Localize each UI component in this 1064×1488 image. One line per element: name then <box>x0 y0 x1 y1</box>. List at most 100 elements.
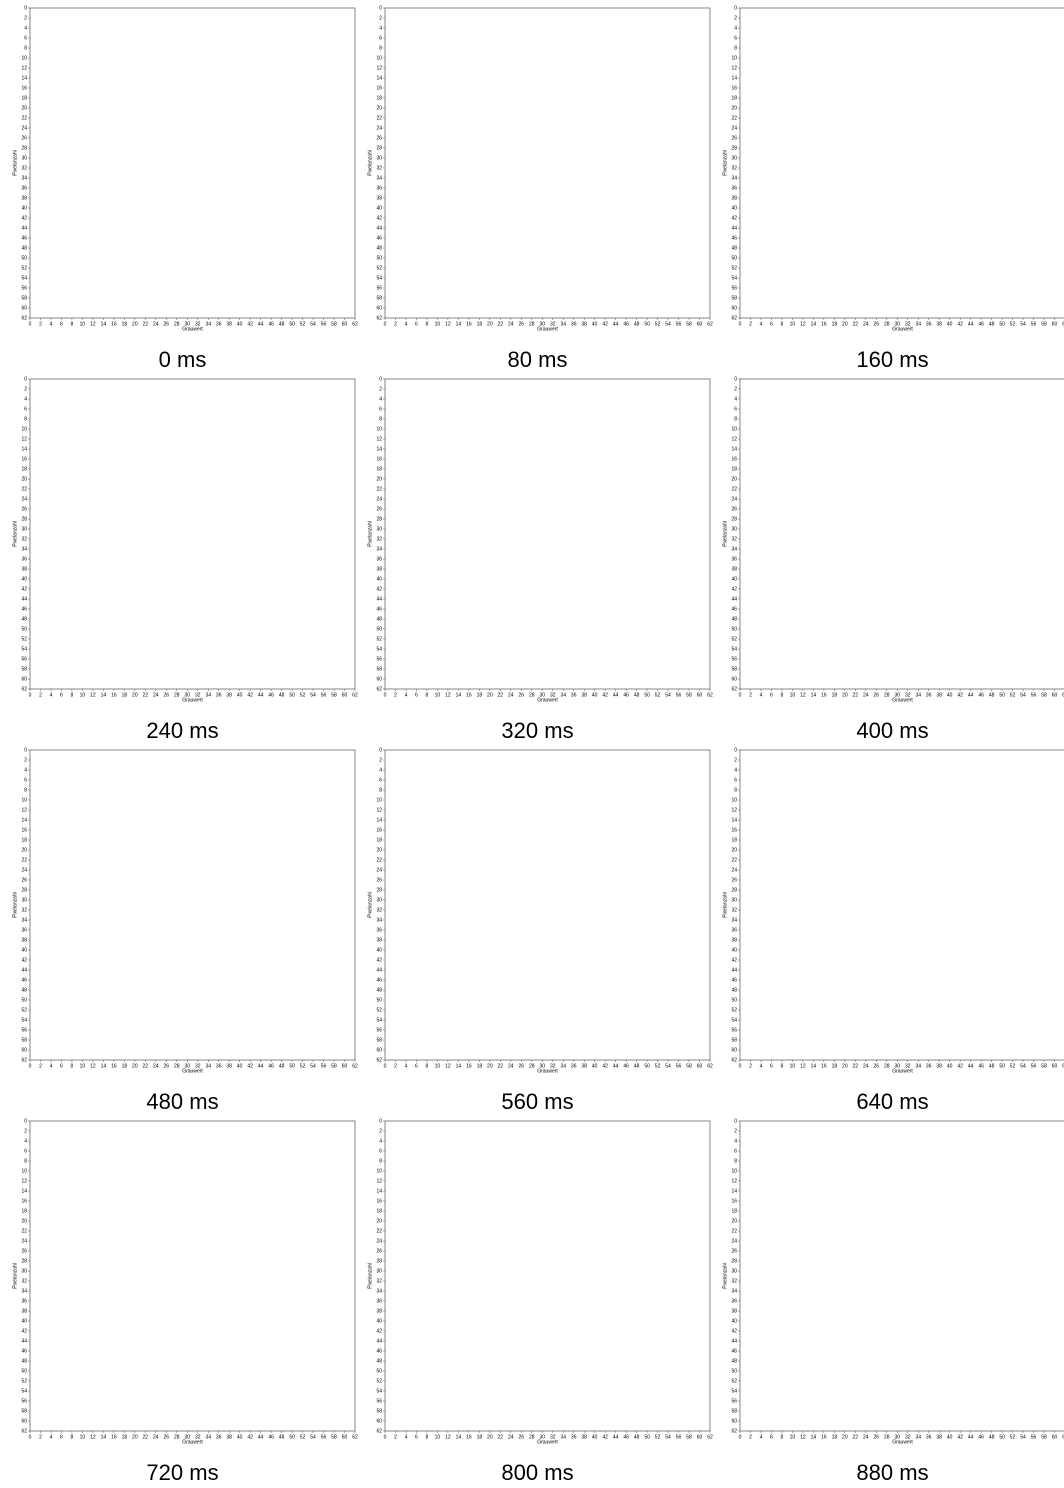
x-tick-label: 58 <box>331 1434 337 1440</box>
y-tick-label: 8 <box>379 1158 382 1164</box>
y-tick-label: 2 <box>379 15 382 21</box>
x-tick-label: 14 <box>456 1063 462 1069</box>
y-tick-label: 24 <box>376 496 382 502</box>
y-tick-label: 0 <box>24 376 27 382</box>
y-axis-label: Pixelanzahl <box>367 892 373 918</box>
y-tick-label: 30 <box>376 155 382 161</box>
heatmap-panel: 0 2 4 6 8 10 12 14 16 18 20 22 24 26 28 30 32 34 36 38 40 42 4… <box>722 376 1064 743</box>
y-tick-label: 44 <box>376 1338 382 1344</box>
y-tick-label: 50 <box>21 255 27 261</box>
x-axis-label: Grauwert <box>892 1068 913 1074</box>
x-tick-label: 20 <box>842 321 848 327</box>
x-tick-label: 28 <box>529 321 535 327</box>
x-tick-label: 62 <box>352 1434 358 1440</box>
y-tick-label: 2 <box>24 1128 27 1134</box>
x-tick-label: 44 <box>968 692 974 698</box>
y-tick-label: 60 <box>21 676 27 682</box>
x-tick-label: 30 <box>539 321 545 327</box>
x-tick-label: 48 <box>279 321 285 327</box>
x-tick-label: 48 <box>279 1434 285 1440</box>
y-tick-label: 44 <box>731 225 737 231</box>
y-tick-label: 4 <box>379 1138 382 1144</box>
y-tick-label: 10 <box>21 426 27 432</box>
y-tick-label: 28 <box>731 516 737 522</box>
x-tick-label: 28 <box>529 692 535 698</box>
y-tick-label: 52 <box>21 1007 27 1013</box>
x-tick-label: 54 <box>665 321 671 327</box>
y-tick-label: 58 <box>21 666 27 672</box>
y-tick-label: 4 <box>24 396 27 402</box>
y-tick-label: 2 <box>24 15 27 21</box>
y-axis-label: Pixelanzahl <box>12 521 18 547</box>
y-tick-label: 42 <box>731 1328 737 1334</box>
y-axis-label: Pixelanzahl <box>12 1263 18 1289</box>
x-axis-label: Grauwert <box>892 1439 913 1445</box>
x-tick-label: 6 <box>770 1063 773 1069</box>
y-tick-label: 4 <box>24 25 27 31</box>
y-tick-label: 50 <box>376 1368 382 1374</box>
y-tick-label: 24 <box>376 1238 382 1244</box>
y-tick-label: 34 <box>21 1288 27 1294</box>
y-tick-label: 46 <box>376 235 382 241</box>
x-tick-label: 10 <box>435 692 441 698</box>
x-tick-label: 2 <box>39 692 42 698</box>
y-tick-label: 0 <box>734 376 737 382</box>
x-tick-label: 54 <box>1020 321 1026 327</box>
y-tick-label: 18 <box>731 95 737 101</box>
x-tick-label: 62 <box>707 321 713 327</box>
y-tick-label: 48 <box>21 616 27 622</box>
x-tick-label: 24 <box>863 1063 869 1069</box>
x-tick-label: 54 <box>665 1063 671 1069</box>
y-tick-label: 24 <box>376 867 382 873</box>
x-tick-label: 58 <box>1041 321 1047 327</box>
x-tick-label: 46 <box>268 321 274 327</box>
y-tick-label: 50 <box>376 255 382 261</box>
x-tick-label: 18 <box>477 1063 483 1069</box>
x-tick-label: 48 <box>989 321 995 327</box>
x-tick-label: 54 <box>310 1063 316 1069</box>
x-tick-label: 16 <box>466 1063 472 1069</box>
y-tick-label: 46 <box>376 606 382 612</box>
y-tick-label: 52 <box>376 1007 382 1013</box>
y-tick-label: 56 <box>21 656 27 662</box>
x-tick-label: 6 <box>770 321 773 327</box>
y-tick-label: 30 <box>21 897 27 903</box>
y-tick-label: 50 <box>21 1368 27 1374</box>
y-tick-label: 0 <box>734 1118 737 1124</box>
x-tick-label: 52 <box>1010 321 1016 327</box>
y-tick-label: 6 <box>734 35 737 41</box>
y-tick-label: 58 <box>21 295 27 301</box>
x-tick-label: 28 <box>174 321 180 327</box>
x-tick-label: 4 <box>760 1434 763 1440</box>
y-tick-label: 4 <box>734 396 737 402</box>
y-tick-label: 42 <box>731 957 737 963</box>
x-tick-label: 36 <box>926 321 932 327</box>
y-tick-label: 30 <box>376 526 382 532</box>
y-tick-label: 56 <box>731 1027 737 1033</box>
x-tick-label: 6 <box>60 1063 63 1069</box>
y-tick-label: 40 <box>376 1318 382 1324</box>
y-tick-label: 34 <box>21 917 27 923</box>
x-tick-label: 46 <box>268 1063 274 1069</box>
x-tick-label: 62 <box>352 321 358 327</box>
x-tick-label: 50 <box>999 1434 1005 1440</box>
y-tick-label: 12 <box>21 807 27 813</box>
x-tick-label: 26 <box>519 692 525 698</box>
y-tick-label: 46 <box>731 1348 737 1354</box>
x-tick-label: 22 <box>143 321 149 327</box>
x-tick-label: 52 <box>655 692 661 698</box>
y-tick-label: 6 <box>734 406 737 412</box>
y-tick-label: 18 <box>731 837 737 843</box>
x-tick-label: 40 <box>947 692 953 698</box>
y-tick-label: 54 <box>21 275 27 281</box>
x-tick-label: 16 <box>111 321 117 327</box>
x-tick-label: 50 <box>644 321 650 327</box>
x-tick-label: 26 <box>874 1063 880 1069</box>
y-tick-label: 54 <box>731 275 737 281</box>
x-tick-label: 40 <box>237 1063 243 1069</box>
y-tick-label: 46 <box>731 606 737 612</box>
x-tick-label: 26 <box>874 1434 880 1440</box>
x-tick-label: 6 <box>60 321 63 327</box>
x-tick-label: 46 <box>623 692 629 698</box>
y-tick-label: 32 <box>21 907 27 913</box>
